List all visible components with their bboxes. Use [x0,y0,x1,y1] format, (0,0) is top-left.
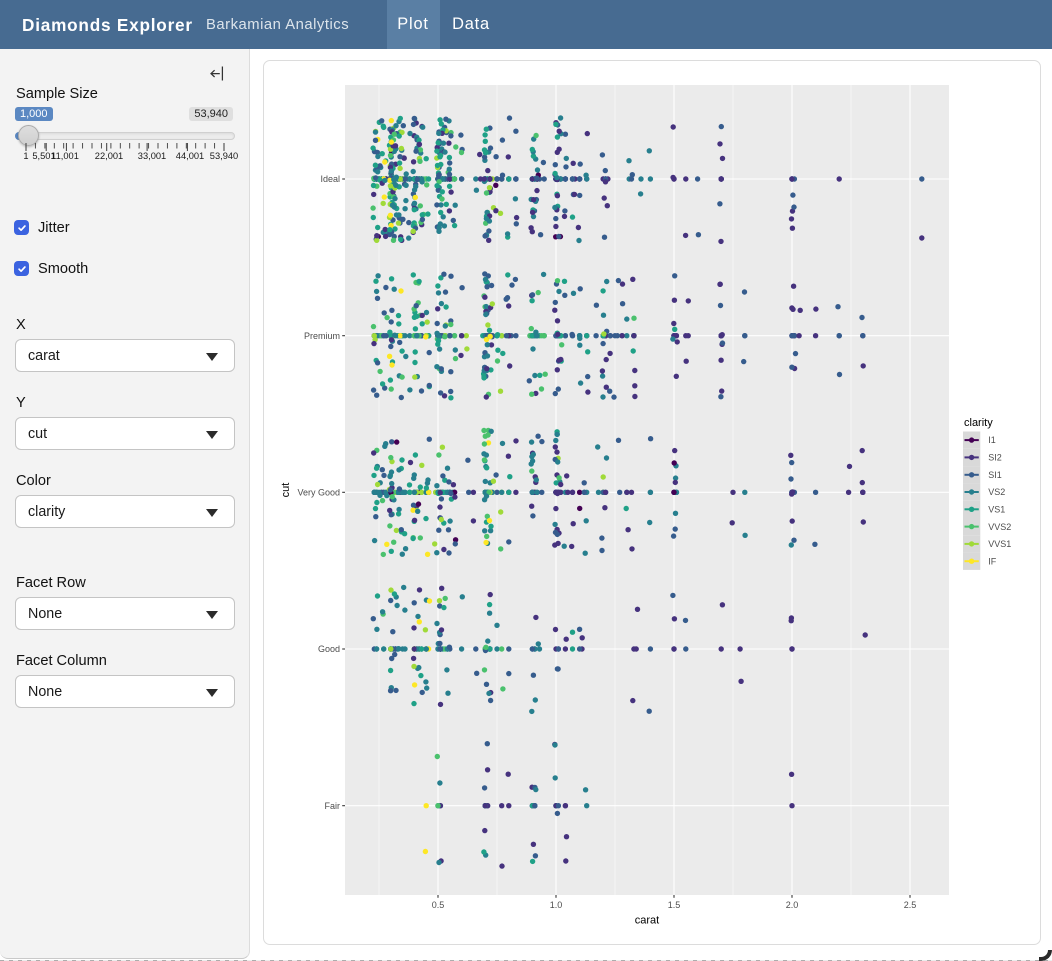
svg-text:VVS1: VVS1 [988,539,1011,549]
svg-text:1.5: 1.5 [668,900,681,910]
svg-text:VS1: VS1 [988,504,1005,514]
svg-text:VVS2: VVS2 [988,522,1011,532]
svg-text:I1: I1 [988,435,996,445]
svg-text:IF: IF [988,556,997,566]
svg-text:Very Good: Very Good [297,487,340,497]
svg-text:2.0: 2.0 [786,900,799,910]
svg-text:SI2: SI2 [988,453,1002,463]
svg-text:1.0: 1.0 [550,900,563,910]
svg-text:VS2: VS2 [988,487,1005,497]
svg-text:Premium: Premium [304,331,340,341]
svg-text:0.5: 0.5 [432,900,445,910]
svg-text:2.5: 2.5 [904,900,917,910]
svg-text:Good: Good [318,644,340,654]
svg-text:SI1: SI1 [988,470,1002,480]
svg-text:cut: cut [280,483,292,498]
svg-text:clarity: clarity [964,417,993,429]
svg-text:carat: carat [635,915,659,927]
svg-text:Ideal: Ideal [320,174,340,184]
svg-text:Fair: Fair [325,801,341,811]
